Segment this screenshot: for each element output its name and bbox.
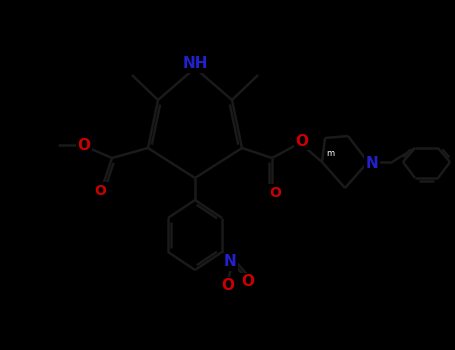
Text: O: O <box>295 133 308 148</box>
Text: O: O <box>94 184 106 198</box>
Text: NH: NH <box>182 56 208 71</box>
Text: O: O <box>269 186 281 200</box>
Text: O: O <box>242 274 254 289</box>
Text: N: N <box>366 155 379 170</box>
Text: O: O <box>77 138 91 153</box>
Text: O: O <box>222 279 234 294</box>
Text: N: N <box>223 254 237 270</box>
Text: m: m <box>326 149 334 159</box>
